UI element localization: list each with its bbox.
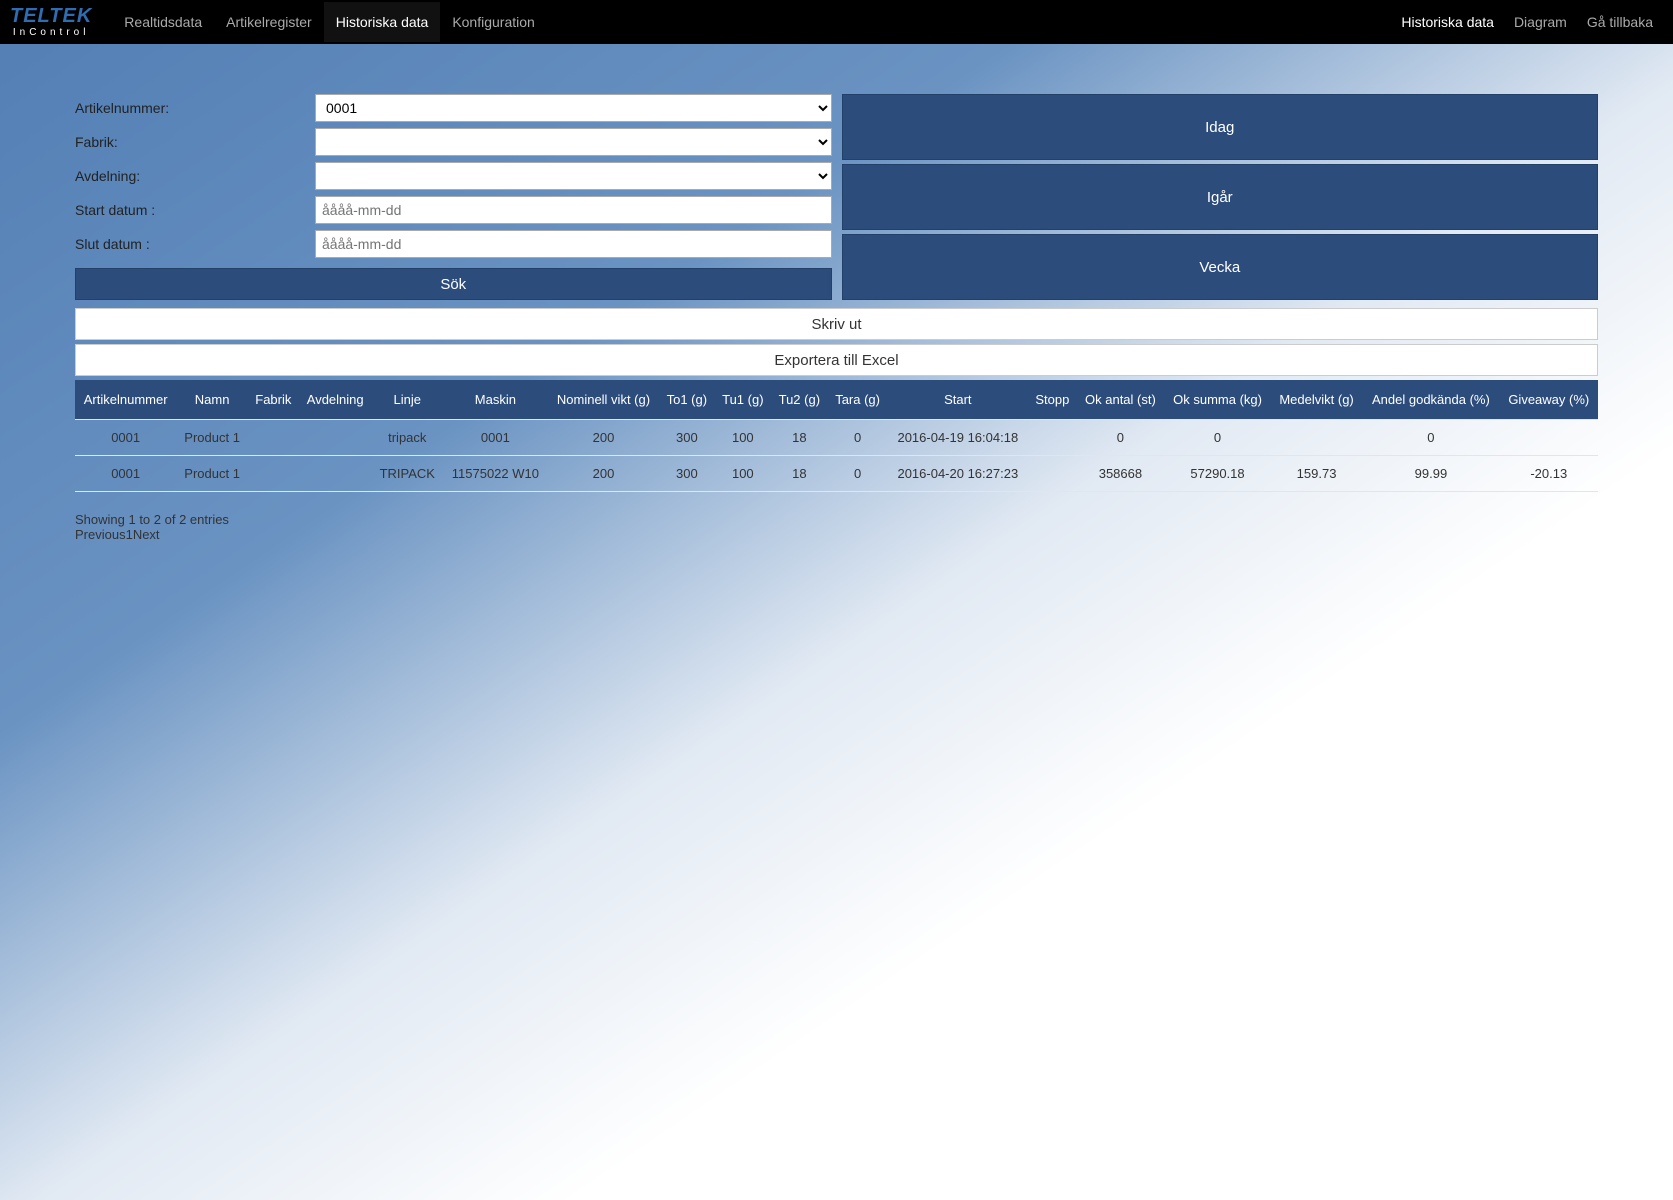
col-header[interactable]: Namn bbox=[176, 380, 248, 420]
table-cell: 300 bbox=[659, 456, 714, 492]
pager-previous[interactable]: Previous bbox=[75, 527, 126, 542]
table-row: 0001Product 1tripack00012003001001802016… bbox=[75, 420, 1598, 456]
subnav-historiska-data[interactable]: Historiska data bbox=[1391, 2, 1504, 42]
nav-right: Historiska data Diagram Gå tillbaka bbox=[1391, 2, 1663, 42]
table-cell bbox=[299, 420, 372, 456]
table-cell: 0 bbox=[1077, 420, 1165, 456]
subnav-ga-tillbaka[interactable]: Gå tillbaka bbox=[1577, 2, 1663, 42]
col-header[interactable]: Avdelning bbox=[299, 380, 372, 420]
logo-text-bottom: InControl bbox=[13, 28, 90, 38]
col-header[interactable]: Medelvikt (g) bbox=[1271, 380, 1362, 420]
table-cell: 0001 bbox=[75, 456, 176, 492]
select-avdelning[interactable] bbox=[315, 162, 832, 190]
table-cell: 0 bbox=[1362, 420, 1499, 456]
table-cell: 18 bbox=[771, 420, 828, 456]
table-cell: 0 bbox=[1164, 420, 1271, 456]
nav-realtidsdata[interactable]: Realtidsdata bbox=[112, 2, 214, 42]
table-cell: 358668 bbox=[1077, 456, 1165, 492]
col-header[interactable]: Giveaway (%) bbox=[1500, 380, 1598, 420]
col-header[interactable]: To1 (g) bbox=[659, 380, 714, 420]
col-header[interactable]: Start bbox=[888, 380, 1028, 420]
col-header[interactable]: Tu2 (g) bbox=[771, 380, 828, 420]
logo[interactable]: TELTEK InControl bbox=[10, 4, 92, 40]
table-cell: 11575022 W10 bbox=[443, 456, 548, 492]
quick-idag-button[interactable]: Idag bbox=[842, 94, 1599, 160]
table-cell bbox=[248, 456, 299, 492]
table-cell bbox=[1500, 420, 1598, 456]
nav-artikelregister[interactable]: Artikelregister bbox=[214, 2, 324, 42]
label-slut-datum: Slut datum : bbox=[75, 236, 315, 252]
col-header[interactable]: Tara (g) bbox=[828, 380, 888, 420]
table-cell: 100 bbox=[715, 420, 772, 456]
table-cell: Product 1 bbox=[176, 456, 248, 492]
table-cell: 99.99 bbox=[1362, 456, 1499, 492]
export-excel-button[interactable]: Exportera till Excel bbox=[75, 344, 1598, 376]
table-head: ArtikelnummerNamnFabrikAvdelningLinjeMas… bbox=[75, 380, 1598, 420]
content: Artikelnummer: 0001 Fabrik: Avdelning: S… bbox=[0, 44, 1673, 562]
table-cell: 2016-04-20 16:27:23 bbox=[888, 456, 1028, 492]
table-cell: tripack bbox=[372, 420, 443, 456]
search-button[interactable]: Sök bbox=[75, 268, 832, 300]
pager-next[interactable]: Next bbox=[133, 527, 160, 542]
table-cell: -20.13 bbox=[1500, 456, 1598, 492]
table-footer: Showing 1 to 2 of 2 entries Previous1Nex… bbox=[75, 512, 1598, 542]
col-header[interactable]: Artikelnummer bbox=[75, 380, 176, 420]
nav-konfiguration[interactable]: Konfiguration bbox=[440, 2, 547, 42]
table-cell bbox=[299, 456, 372, 492]
col-header[interactable]: Ok summa (kg) bbox=[1164, 380, 1271, 420]
table-cell: 0 bbox=[828, 456, 888, 492]
table-cell bbox=[1028, 420, 1077, 456]
table-cell: 200 bbox=[548, 456, 659, 492]
table-cell: 0001 bbox=[443, 420, 548, 456]
table-cell: TRIPACK bbox=[372, 456, 443, 492]
table-cell bbox=[1028, 456, 1077, 492]
table-cell: 0001 bbox=[75, 420, 176, 456]
col-header[interactable]: Linje bbox=[372, 380, 443, 420]
table-cell: 2016-04-19 16:04:18 bbox=[888, 420, 1028, 456]
col-header[interactable]: Maskin bbox=[443, 380, 548, 420]
table-cell: 18 bbox=[771, 456, 828, 492]
table-cell bbox=[1271, 420, 1362, 456]
data-table: ArtikelnummerNamnFabrikAvdelningLinjeMas… bbox=[75, 380, 1598, 492]
label-artikelnummer: Artikelnummer: bbox=[75, 100, 315, 116]
table-cell: 100 bbox=[715, 456, 772, 492]
label-avdelning: Avdelning: bbox=[75, 168, 315, 184]
logo-text-top: TELTEK bbox=[10, 6, 92, 26]
print-button[interactable]: Skriv ut bbox=[75, 308, 1598, 340]
table-body: 0001Product 1tripack00012003001001802016… bbox=[75, 420, 1598, 492]
quick-panel: Idag Igår Vecka bbox=[842, 94, 1599, 300]
table-cell: Product 1 bbox=[176, 420, 248, 456]
action-buttons: Skriv ut Exportera till Excel bbox=[75, 304, 1598, 376]
nav-historiska-data[interactable]: Historiska data bbox=[324, 2, 441, 42]
select-fabrik[interactable] bbox=[315, 128, 832, 156]
subnav-diagram[interactable]: Diagram bbox=[1504, 2, 1577, 42]
col-header[interactable]: Stopp bbox=[1028, 380, 1077, 420]
col-header[interactable]: Andel godkända (%) bbox=[1362, 380, 1499, 420]
table-cell: 200 bbox=[548, 420, 659, 456]
filter-panel: Artikelnummer: 0001 Fabrik: Avdelning: S… bbox=[75, 94, 832, 300]
table-row: 0001Product 1 TRIPACK11575022 W1020030010… bbox=[75, 456, 1598, 492]
navbar: TELTEK InControl Realtidsdata Artikelreg… bbox=[0, 0, 1673, 44]
label-start-datum: Start datum : bbox=[75, 202, 315, 218]
quick-igar-button[interactable]: Igår bbox=[842, 164, 1599, 230]
col-header[interactable]: Tu1 (g) bbox=[715, 380, 772, 420]
table-cell: 57290.18 bbox=[1164, 456, 1271, 492]
quick-vecka-button[interactable]: Vecka bbox=[842, 234, 1599, 300]
col-header[interactable]: Fabrik bbox=[248, 380, 299, 420]
table-cell bbox=[248, 420, 299, 456]
table-cell: 300 bbox=[659, 420, 714, 456]
pager: Previous1Next bbox=[75, 527, 1598, 542]
select-artikelnummer[interactable]: 0001 bbox=[315, 94, 832, 122]
table-cell: 0 bbox=[828, 420, 888, 456]
top-row: Artikelnummer: 0001 Fabrik: Avdelning: S… bbox=[75, 94, 1598, 300]
entries-info: Showing 1 to 2 of 2 entries bbox=[75, 512, 1598, 527]
input-slut-datum[interactable] bbox=[315, 230, 832, 258]
col-header[interactable]: Ok antal (st) bbox=[1077, 380, 1165, 420]
table-cell: 159.73 bbox=[1271, 456, 1362, 492]
input-start-datum[interactable] bbox=[315, 196, 832, 224]
pager-page-1[interactable]: 1 bbox=[126, 527, 133, 542]
label-fabrik: Fabrik: bbox=[75, 134, 315, 150]
nav-left: Realtidsdata Artikelregister Historiska … bbox=[112, 2, 547, 42]
col-header[interactable]: Nominell vikt (g) bbox=[548, 380, 659, 420]
